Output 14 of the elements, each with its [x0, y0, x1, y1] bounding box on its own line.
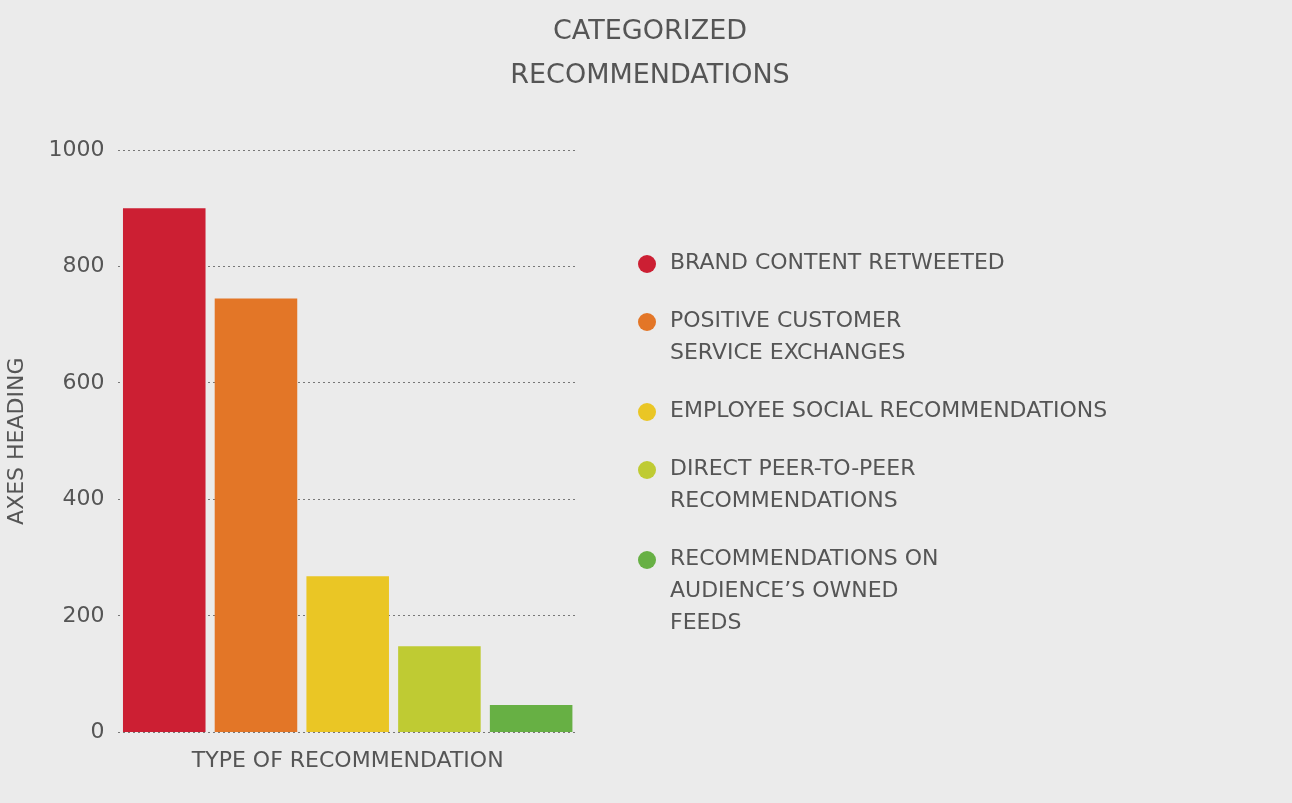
text: CATEGORIZED RECOMMENDATIONS: [509, 13, 791, 91]
legend-label: EMPLOYEE SOCIAL RECOMMENDATIONS: [670, 396, 1108, 424]
legend-label: DIRECT PEER-TO-PEER RECOMMENDATIONS: [670, 454, 917, 514]
y-axis-title: AXES HEADING: [2, 357, 28, 525]
y-tick-label: 200: [62, 601, 105, 627]
legend-label: POSITIVE CUSTOMER SERVICE EXCHANGES: [670, 306, 907, 366]
x-axis-title: TYPE OF RECOMMENDATION: [190, 746, 504, 772]
y-tick-label: 400: [62, 485, 105, 511]
legend-label: BRAND CONTENT RETWEETED: [670, 248, 1005, 276]
y-tick-label: 600: [62, 368, 105, 394]
y-tick-label: 800: [62, 252, 105, 278]
y-tick-label: 0: [90, 718, 105, 744]
legend-label: RECOMMENDATIONS ON AUDIENCE’S OWNED FEEDS: [670, 544, 940, 636]
y-tick-label: 1000: [48, 135, 105, 161]
